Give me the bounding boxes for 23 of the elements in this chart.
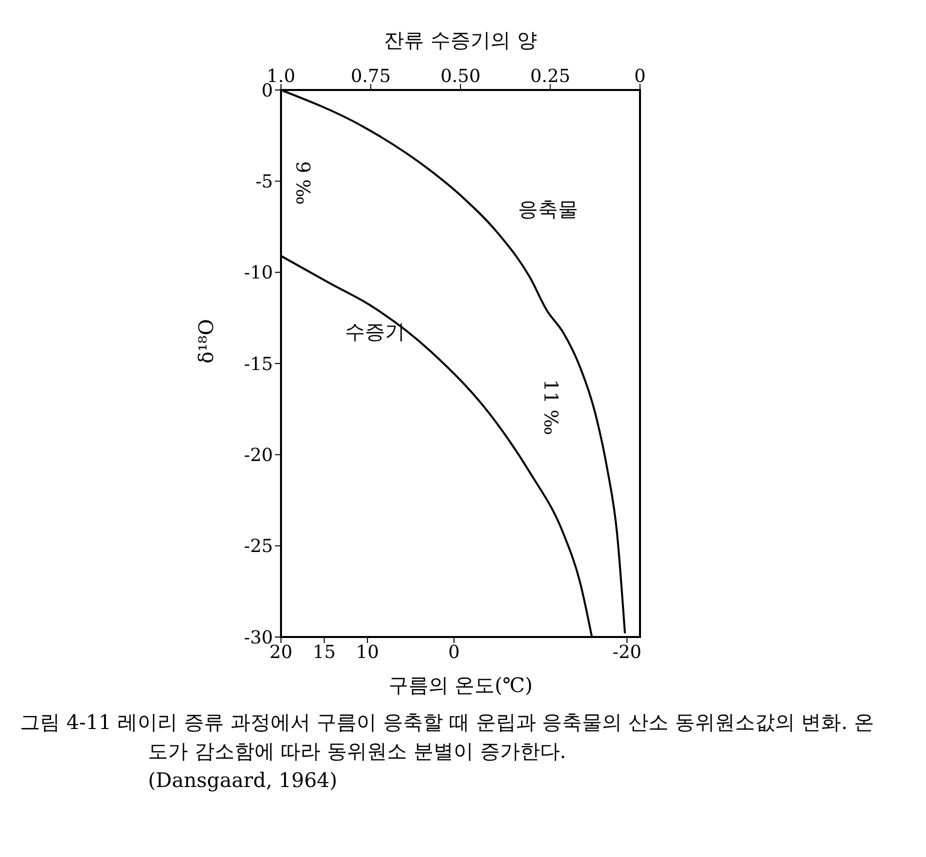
y-tick-label: -5 [255,172,273,193]
y-tick-label: -10 [244,262,273,284]
x-tick-label: 15 [312,642,336,663]
x-axis-title: 구름의 온도(℃) [388,673,533,697]
text: (Dansgaard, 1964) [148,767,338,794]
caption: 그림 4-11 레이리 증류 과정에서 구름이 응축할 때 운립과 응축물의 산소 동위원소값의 변화. 온도가 감소함에 따라 동위원소 분별이 증가한다. [20,709,875,765]
x2-tick-label: 0.50 [440,66,481,87]
x2-axis-title: 잔류 수증기의 양 [384,28,537,52]
x-tick-label: 20 [270,642,292,663]
x2-tick-label: 0 [634,66,646,87]
y-tick-label: -25 [244,536,273,558]
x2-tick-label: 0.25 [530,66,570,87]
y-tick-label: -15 [244,354,273,375]
series-label: 수증기 [344,320,405,344]
x-tick-label: -20 [612,642,642,663]
annotation: 9 ‰ [292,161,314,205]
y-axis-title: δ¹⁸O [194,319,218,364]
x2-tick-label: 0.75 [350,66,391,87]
x-tick-label: 0 [448,642,460,663]
x-tick-label: 10 [356,642,379,663]
annotation: 11 ‰ [539,379,562,436]
y-tick-label: -20 [244,445,273,466]
series-label: 응축물 [518,196,578,221]
